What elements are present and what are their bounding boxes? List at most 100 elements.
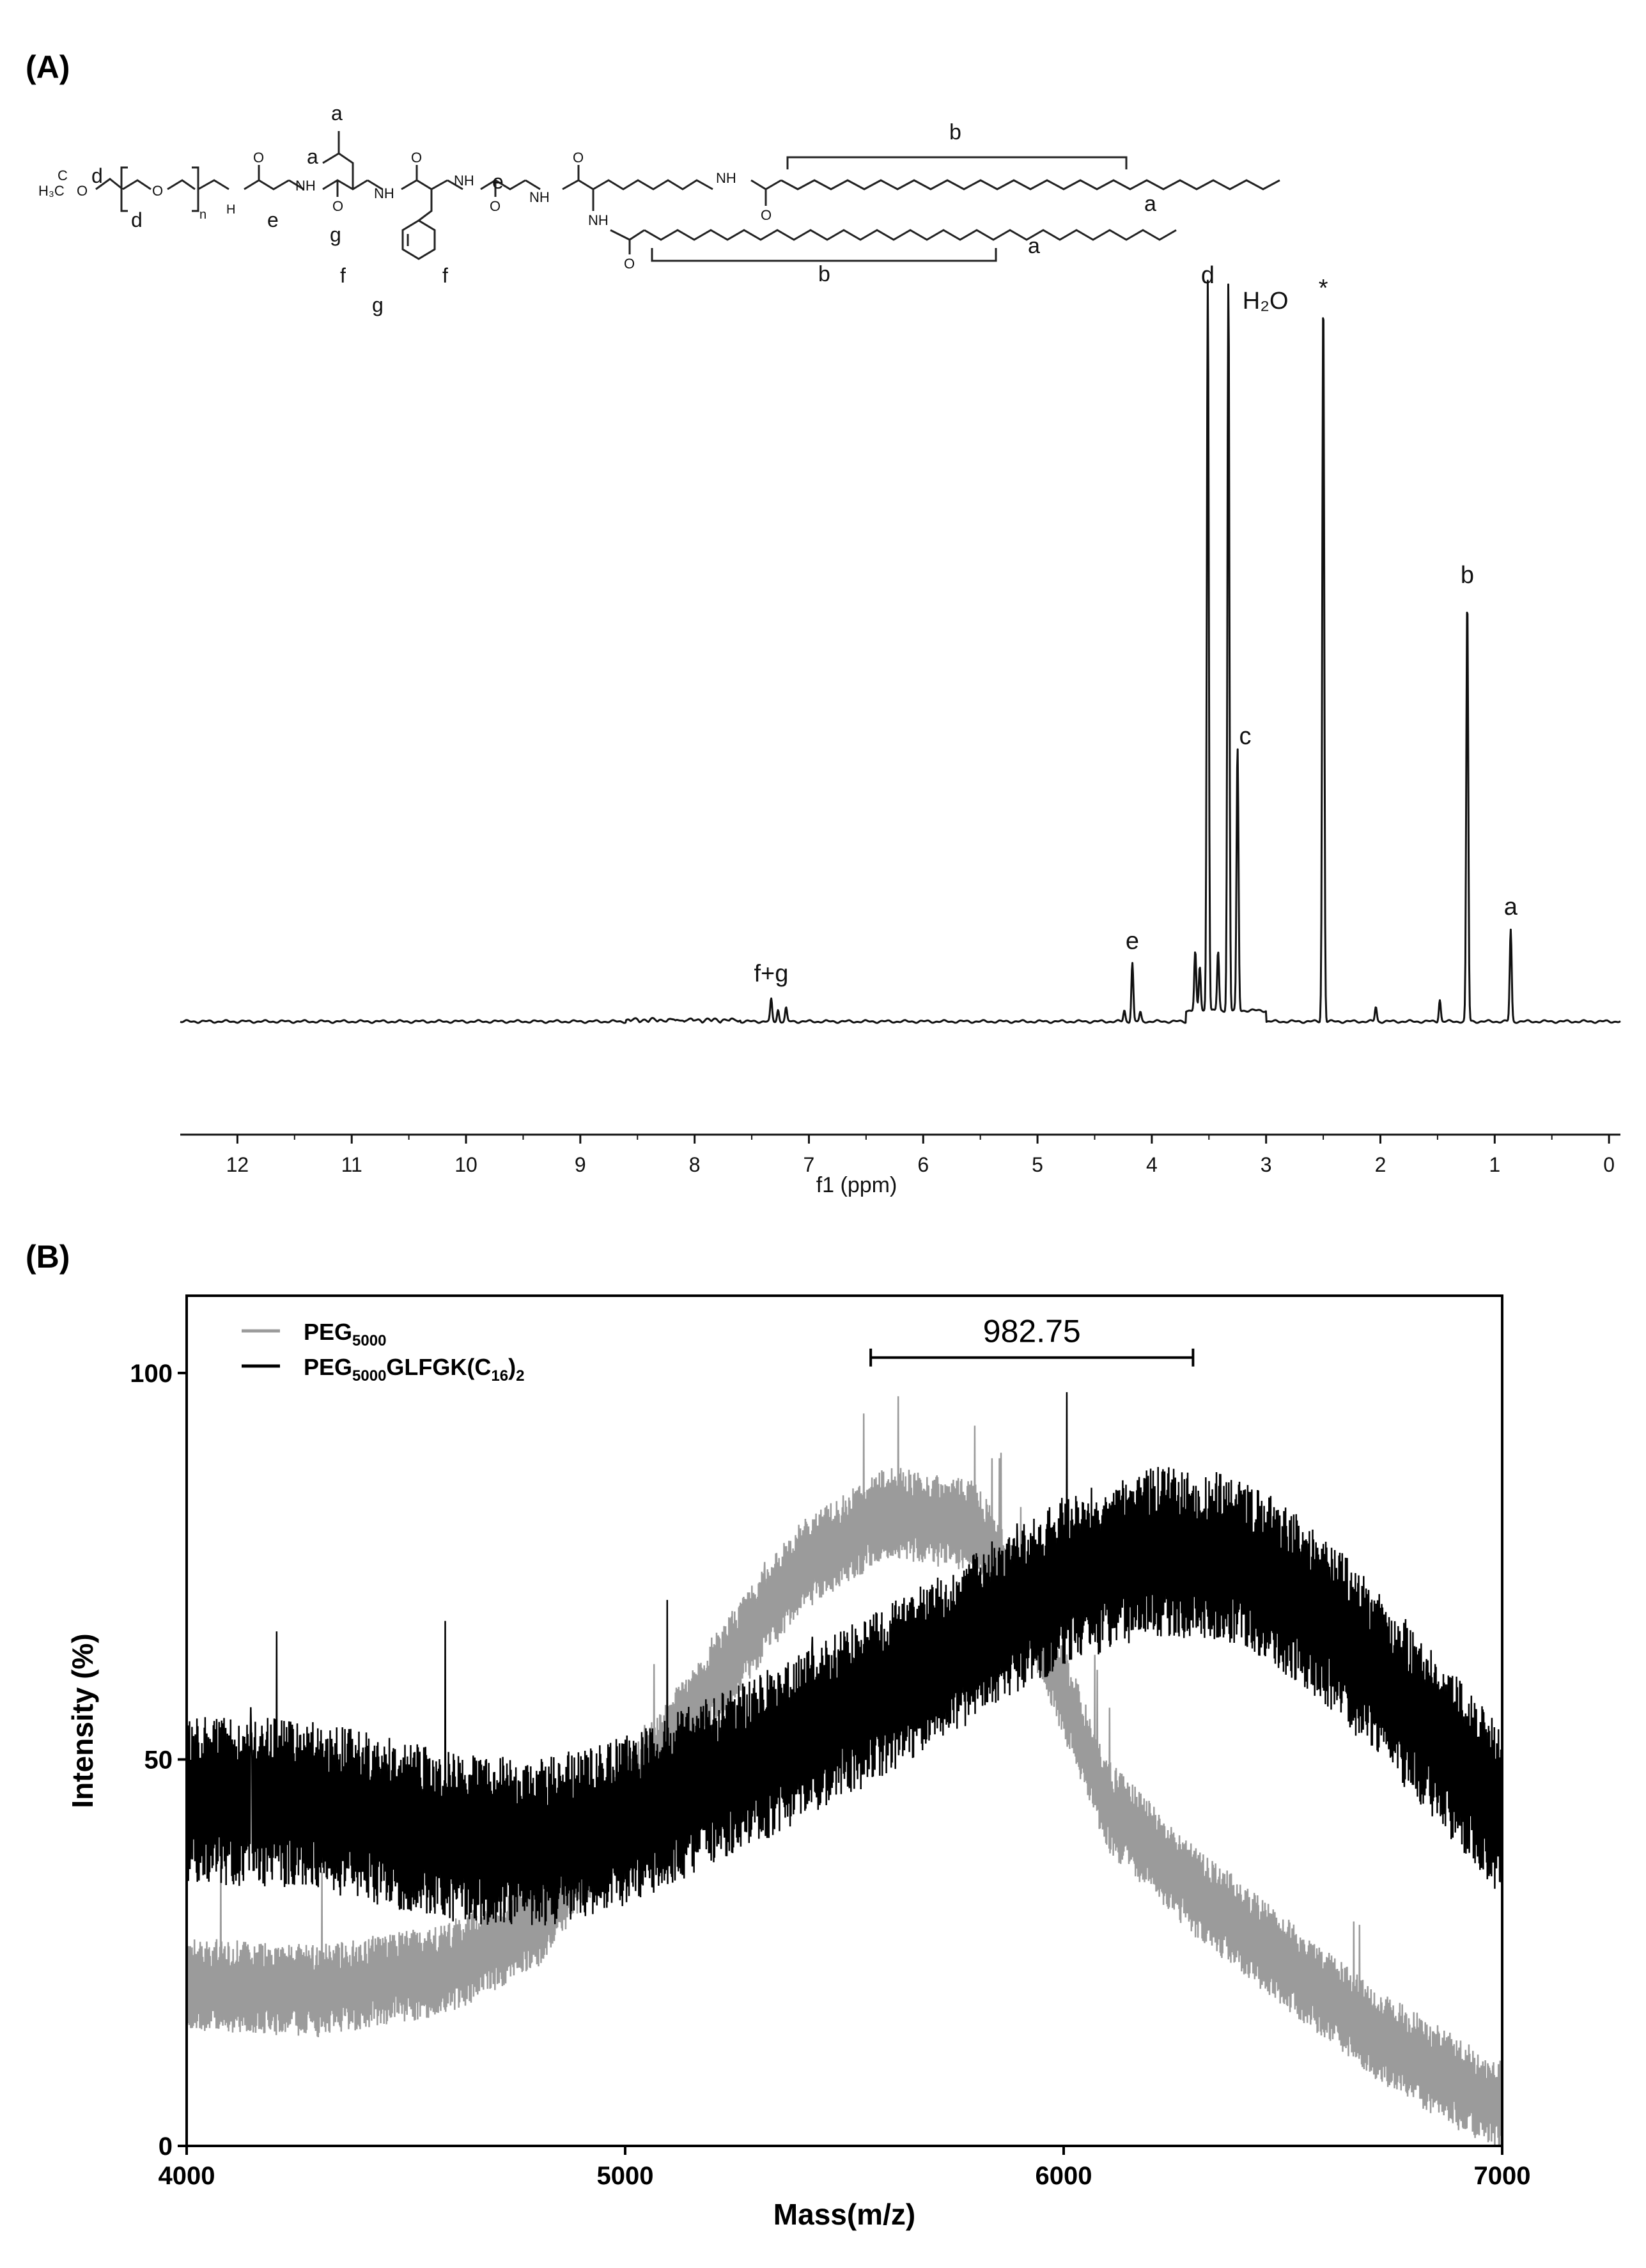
b-upper-label: b xyxy=(949,120,961,144)
nmr-peak-label-a: a xyxy=(1504,894,1518,920)
nmr-x-tick-label-8: 8 xyxy=(689,1153,701,1176)
ms-x-axis-label: Mass(m/z) xyxy=(773,2198,915,2231)
o-atom-label-8: O xyxy=(761,207,772,223)
o-atom-label-9: O xyxy=(624,256,635,272)
panel-a-label: (A) xyxy=(26,49,70,85)
o-atom-label-5: O xyxy=(411,150,422,166)
lys-backbone xyxy=(562,179,594,190)
a-top-label: a xyxy=(331,102,343,125)
nmr-peak-label-d: d xyxy=(1201,262,1215,289)
peg-bracket-left xyxy=(120,166,128,212)
d-top-label: d xyxy=(91,164,103,187)
o-atom-label-2: O xyxy=(152,183,163,199)
ms-x-ticks: 4000 5000 6000 7000 xyxy=(159,2146,1531,2190)
leu-side-chain xyxy=(338,131,354,189)
glycine-backbone-1 xyxy=(198,179,229,190)
g-mid-label: g xyxy=(330,223,341,246)
peg-ether-bond xyxy=(167,179,196,190)
gly-lys-bond xyxy=(525,179,541,190)
a-left-label: a xyxy=(307,145,318,168)
f-right-label: f xyxy=(442,264,448,287)
ms-x-tick-label-4000: 4000 xyxy=(159,2162,215,2190)
upper-palmitoyl-carbonyl xyxy=(750,179,782,190)
glycine-backbone-2 xyxy=(244,179,290,190)
nh-label-6: NH xyxy=(716,170,736,186)
ms-x-tick-label-6000: 6000 xyxy=(1036,2162,1092,2190)
nh-label-5: NH xyxy=(588,212,609,228)
nmr-x-ticks: 12 11 10 9 8 7 6 5 4 3 2 1 0 xyxy=(226,1135,1615,1176)
maldi-chart: 4000 5000 6000 7000 0 50 100 Mass(m/z) Intens… xyxy=(66,1294,1531,2231)
upper-palmitoyl-chain xyxy=(780,179,1280,190)
a-lower-end-label: a xyxy=(1028,234,1040,258)
nmr-x-tick-label-10: 10 xyxy=(454,1153,477,1176)
nmr-peak-label-b: b xyxy=(1461,562,1474,589)
nmr-x-tick-label-1: 1 xyxy=(1489,1153,1500,1176)
e-right-label: e xyxy=(492,170,504,193)
legend-label-peg5000: PEG5000 xyxy=(304,1319,386,1349)
leu-phe-bond xyxy=(367,179,383,190)
b-lower-label: b xyxy=(818,262,830,286)
ms-y-tick-label-0: 0 xyxy=(159,2132,173,2161)
plot-frame xyxy=(185,1294,1503,2147)
nmr-x-tick-label-0: 0 xyxy=(1603,1153,1615,1176)
panel-b-label: (B) xyxy=(26,1239,70,1275)
lower-palmitoyl-chain xyxy=(644,229,1177,241)
nh-label-2: NH xyxy=(374,185,394,201)
methoxy-h3c-label: H₃C xyxy=(38,183,65,199)
n-subscript-label: n xyxy=(199,208,206,222)
leu-backbone xyxy=(322,179,368,190)
nmr-x-tick-label-9: 9 xyxy=(575,1153,586,1176)
peg-repeat-bond xyxy=(122,179,151,190)
series-peg5000-trace xyxy=(187,1396,1502,2146)
phe-side-chain xyxy=(418,189,433,222)
e-left-label: e xyxy=(267,208,279,231)
nmr-x-tick-label-7: 7 xyxy=(804,1153,815,1176)
leu-methyl-1 xyxy=(322,152,339,164)
nmr-spectrum-trace xyxy=(180,279,1621,1024)
nmr-peak-label-star: * xyxy=(1319,275,1328,302)
phenyl-ring xyxy=(401,219,436,260)
nh-label-3: NH xyxy=(454,173,474,189)
mass-shift-label: 982.75 xyxy=(983,1314,1081,1349)
nmr-x-tick-label-6: 6 xyxy=(917,1153,929,1176)
ms-x-tick-label-7000: 7000 xyxy=(1474,2162,1531,2190)
d-bottom-label: d xyxy=(131,208,143,231)
nmr-peak-label-c: c xyxy=(1239,723,1251,750)
mass-shift-annotation xyxy=(869,1348,1195,1367)
a-upper-end-label: a xyxy=(1144,192,1156,216)
legend: PEG5000 PEG5000GLFGK(C16)2 xyxy=(242,1319,524,1385)
ms-y-tick-label-50: 50 xyxy=(144,1746,173,1774)
nh-label-4: NH xyxy=(529,189,550,205)
nmr-x-tick-label-4: 4 xyxy=(1146,1153,1158,1176)
lys-side-chain xyxy=(593,179,713,190)
gly2-backbone xyxy=(480,179,526,190)
phe-gly-bond xyxy=(447,179,463,190)
o-atom-label-4: O xyxy=(332,198,343,214)
o-atom-label-3: O xyxy=(253,150,264,166)
upper-b-bracket xyxy=(786,156,1128,169)
nmr-x-tick-label-3: 3 xyxy=(1261,1153,1272,1176)
lower-b-bracket xyxy=(651,248,997,262)
nmr-x-tick-label-11: 11 xyxy=(341,1153,362,1176)
ms-y-ticks: 0 50 100 xyxy=(130,1360,187,2161)
o-atom-label: O xyxy=(77,183,88,199)
nh-label-1: NH xyxy=(295,178,316,194)
o-atom-label-6: O xyxy=(490,198,501,214)
ms-x-tick-label-5000: 5000 xyxy=(597,2162,654,2190)
nmr-peak-label-h-o: H₂O xyxy=(1243,288,1289,315)
o-atom-label-7: O xyxy=(573,150,584,166)
g-bottom-label: g xyxy=(372,293,384,316)
ms-y-tick-label-100: 100 xyxy=(130,1360,173,1388)
nmr-x-tick-label-12: 12 xyxy=(226,1153,249,1176)
nmr-peak-label-f-g: f+g xyxy=(754,961,788,988)
ms-y-axis-label: Intensity (%) xyxy=(66,1633,99,1808)
chemical-structure xyxy=(95,131,1280,262)
h-atom-label: H xyxy=(226,203,235,217)
methoxy-c-label: C xyxy=(58,167,68,183)
structure-labels: C H₃C O d d O n H O NH e a a O NH g O NH… xyxy=(38,102,1156,316)
nmr-x-axis-label: f1 (ppm) xyxy=(816,1173,897,1197)
nmr-x-tick-label-5: 5 xyxy=(1032,1153,1043,1176)
f-left-label: f xyxy=(340,264,346,287)
